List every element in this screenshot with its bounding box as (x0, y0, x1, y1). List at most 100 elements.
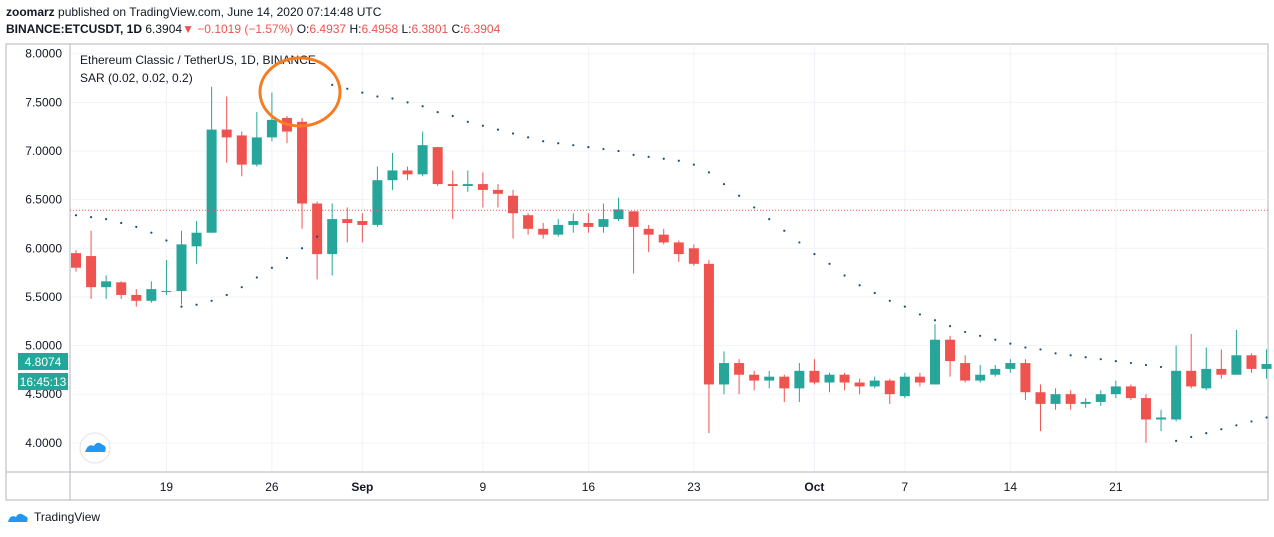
sar-dot (255, 276, 258, 279)
price-label-value: 4.8074 (25, 355, 62, 369)
x-tick-label: 23 (687, 480, 701, 494)
sar-dot (511, 132, 515, 135)
sar-dot (1265, 416, 1268, 419)
candle-body (1020, 363, 1031, 393)
high-label: H: (349, 22, 362, 36)
sar-dot (421, 105, 424, 108)
candle-body (1171, 370, 1182, 420)
candle-body (327, 219, 338, 255)
sar-dot (813, 253, 816, 256)
sar-dot (1084, 356, 1087, 359)
sar-dot (391, 97, 394, 100)
candle-body (613, 209, 624, 220)
chart-frame (5, 43, 1269, 501)
candle-body (1231, 355, 1242, 375)
open-label: O: (296, 22, 310, 36)
sar-dot (964, 330, 967, 334)
indicator-legend: SAR (0.02, 0.02, 0.2) (80, 71, 193, 85)
sar-dot (331, 83, 334, 86)
candle-body (839, 374, 850, 383)
sar-dot (1009, 342, 1012, 345)
candle-body (854, 382, 865, 387)
sar-dot (1114, 360, 1117, 363)
sar-dot (1159, 365, 1163, 369)
chart-legend-title: Ethereum Classic / TetherUS, 1D, BINANCE (80, 53, 316, 67)
sar-dot (150, 231, 153, 234)
countdown-label-value: 16:45:13 (20, 375, 67, 389)
tradingview-logo-icon (8, 513, 28, 522)
y-tick-label: 8.0000 (25, 47, 62, 61)
y-tick-label: 7.0000 (25, 144, 62, 158)
candle-body (1125, 386, 1136, 399)
sar-dot (165, 239, 168, 242)
candle-body (221, 129, 232, 138)
candle-body (568, 221, 579, 225)
candle-body (734, 363, 745, 375)
x-tick-label: 7 (902, 480, 909, 494)
candle-body (719, 363, 730, 385)
candle-body (794, 370, 805, 389)
candle-body (447, 184, 458, 187)
x-axis: 19 26 Sep 9 16 23 Oct 7 14 21 (160, 480, 1123, 494)
candle-body (357, 221, 368, 225)
candle-body (658, 234, 669, 243)
sar-dot (557, 142, 560, 145)
sar-dot (74, 214, 78, 217)
sar-dot (1190, 435, 1193, 439)
candle-body (508, 195, 519, 214)
sar-dot (1054, 352, 1057, 355)
sar-dot (1099, 358, 1102, 361)
sar-dot (617, 149, 620, 153)
sar-dot (828, 262, 831, 265)
candle-body (749, 374, 760, 381)
symbol-label: BINANCE:ETCUSDT, 1D (6, 22, 143, 36)
candle-body (462, 184, 473, 187)
sar-dot (1129, 361, 1132, 365)
candle-body (538, 228, 549, 235)
y-tick-label: 4.0000 (25, 436, 62, 450)
sar-dot (768, 217, 771, 221)
candle-body (628, 211, 639, 227)
candle-body (869, 380, 880, 387)
candle-body (417, 145, 428, 175)
candle-body (1110, 386, 1121, 395)
candle-body (1050, 394, 1061, 404)
sar-dot (1175, 439, 1178, 442)
candle-body (71, 253, 81, 268)
candle-body (1216, 368, 1227, 375)
last-price: 6.3904 (145, 22, 183, 36)
candle-body (1005, 363, 1016, 369)
price-label-bg (18, 353, 68, 370)
candle-body (432, 147, 443, 185)
candle-body (643, 228, 654, 235)
sar-dot (285, 256, 289, 260)
sar-dot (587, 146, 590, 149)
sar-dot (948, 324, 952, 328)
candle-body (583, 222, 594, 227)
tradingview-footer[interactable]: TradingView (6, 510, 100, 524)
high-value: 6.4958 (361, 22, 399, 36)
sar-dot (933, 319, 937, 322)
sar-dot (346, 87, 349, 90)
candle-body (1080, 401, 1091, 404)
candle-body (1035, 392, 1046, 404)
sar-dot (195, 303, 198, 306)
sar-dot (1220, 428, 1223, 431)
sar-dot (753, 206, 756, 209)
sar-dot (481, 124, 484, 127)
author-name[interactable]: zoomarz (6, 5, 55, 19)
x-tick-label: Sep (351, 480, 373, 494)
sar-dot (602, 147, 605, 151)
sar-dot (677, 159, 680, 162)
candle-body (960, 363, 971, 381)
sar-dot (632, 153, 635, 156)
sar-dot (240, 286, 243, 289)
candle-body (990, 368, 1001, 375)
sar-dot (361, 91, 364, 94)
y-tick-label: 5.5000 (25, 290, 62, 304)
sar-dot (1250, 420, 1253, 423)
sar-dot (692, 163, 695, 166)
candle-body (1156, 417, 1167, 420)
candle-body (703, 263, 714, 385)
